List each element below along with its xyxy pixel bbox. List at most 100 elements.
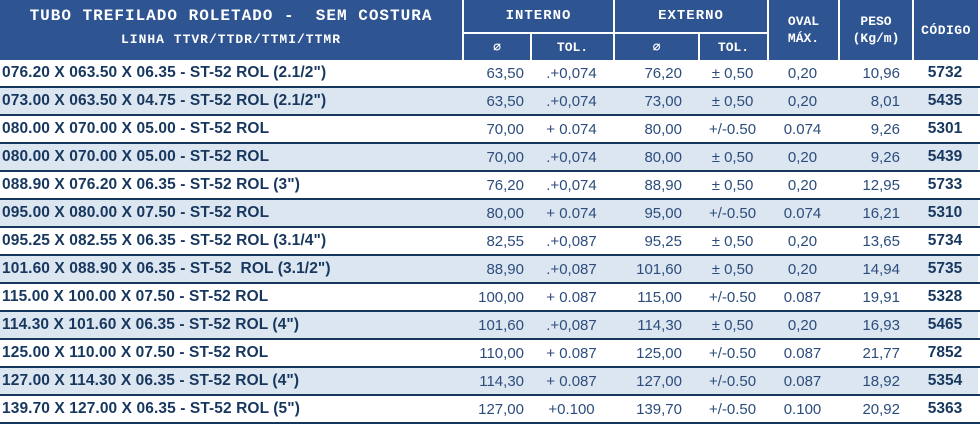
oval-max-value: 0.100: [783, 400, 822, 418]
oval-max-value: 0.087: [783, 288, 822, 306]
inner-tolerance-value: .+0,087: [546, 316, 597, 334]
inner-diameter-value: 82,55: [486, 232, 524, 250]
tube-description: 114.30 X 101.60 X 06.35 - ST-52 ROL (4"): [2, 316, 300, 333]
weight-value: 8,01: [870, 92, 900, 110]
outer-diameter-value: 101,60: [636, 260, 682, 278]
tube-description: 095.25 X 082.55 X 06.35 - ST-52 ROL (3.1…: [2, 232, 327, 249]
outer-tolerance-value: +/-0.50: [708, 400, 757, 418]
outer-diameter-value: 76,20: [644, 64, 682, 82]
table-row: 073.00 X 063.50 X 04.75 - ST-52 ROL (2.1…: [0, 88, 980, 116]
inner-diameter-value: 88,90: [486, 260, 524, 278]
inner-diameter-value: 101,60: [478, 316, 524, 334]
inner-tolerance-value: +0.100: [548, 400, 595, 418]
col-subheader-externo-diameter: ∅: [613, 32, 698, 60]
inner-tolerance-value: + 0.087: [546, 344, 597, 362]
outer-tolerance-value: ± 0,50: [711, 148, 754, 166]
table-row: 115.00 X 100.00 X 07.50 - ST-52 ROL 100,…: [0, 284, 980, 312]
tube-description: 080.00 X 070.00 X 05.00 - ST-52 ROL: [2, 148, 270, 165]
table-title: TUBO TREFILADO ROLETADO - SEM COSTURA: [29, 7, 433, 25]
tube-description: 088.90 X 076.20 X 06.35 - ST-52 ROL (3"): [2, 176, 300, 193]
outer-diameter-value: 95,00: [644, 204, 682, 222]
inner-tolerance-value: + 0.087: [546, 372, 597, 390]
weight-value: 9,26: [870, 120, 900, 138]
inner-tolerance-value: + 0.074: [546, 120, 597, 138]
weight-value: 13,65: [862, 232, 900, 250]
oval-max-value: 0,20: [787, 92, 818, 110]
outer-tolerance-value: +/-0.50: [708, 120, 757, 138]
oval-max-value: 0,20: [787, 316, 818, 334]
weight-value: 21,77: [862, 344, 900, 362]
col-header-oval-max: OVAL MÁX.: [767, 0, 838, 60]
inner-diameter-value: 70,00: [486, 148, 524, 166]
inner-tolerance-value: + 0.074: [546, 204, 597, 222]
table-row: 139.70 X 127.00 X 06.35 - ST-52 ROL (5")…: [0, 396, 980, 424]
table-row: 088.90 X 076.20 X 06.35 - ST-52 ROL (3")…: [0, 172, 980, 200]
table-row: 080.00 X 070.00 X 05.00 - ST-52 ROL 70,0…: [0, 144, 980, 172]
col-header-codigo: CÓDIGO: [912, 0, 980, 60]
outer-tolerance-value: +/-0.50: [708, 288, 757, 306]
table-row: 095.00 X 080.00 X 07.50 - ST-52 ROL 80,0…: [0, 200, 980, 228]
table-header: TUBO TREFILADO ROLETADO - SEM COSTURA LI…: [0, 0, 980, 60]
outer-diameter-value: 114,30: [637, 316, 682, 334]
product-code: 5301: [912, 116, 980, 142]
outer-tolerance-value: +/-0.50: [708, 344, 757, 362]
outer-tolerance-value: ± 0,50: [711, 64, 754, 82]
oval-max-value: 0.087: [783, 344, 822, 362]
inner-diameter-value: 114,30: [479, 372, 524, 390]
table-row: 076.20 X 063.50 X 06.35 - ST-52 ROL (2.1…: [0, 60, 980, 88]
col-header-externo: EXTERNO: [613, 0, 767, 32]
product-code: 5439: [912, 144, 980, 170]
oval-max-value: 0,20: [787, 64, 818, 82]
inner-tolerance-value: .+0,074: [546, 64, 597, 82]
table-row: 101.60 X 088.90 X 06.35 - ST-52 ROL (3.1…: [0, 256, 980, 284]
inner-diameter-value: 70,00: [486, 120, 524, 138]
inner-diameter-value: 100,00: [478, 288, 524, 306]
table-row: 127.00 X 114.30 X 06.35 - ST-52 ROL (4")…: [0, 368, 980, 396]
tube-description: 073.00 X 063.50 X 04.75 - ST-52 ROL (2.1…: [2, 92, 327, 109]
product-line-header: TUBO TREFILADO ROLETADO - SEM COSTURA LI…: [0, 0, 462, 60]
table-row: 095.25 X 082.55 X 06.35 - ST-52 ROL (3.1…: [0, 228, 980, 256]
outer-diameter-value: 139,70: [636, 400, 682, 418]
product-code: 7852: [912, 340, 980, 366]
tube-description: 139.70 X 127.00 X 06.35 - ST-52 ROL (5"): [2, 400, 300, 417]
outer-diameter-value: 125,00: [636, 344, 682, 362]
outer-tolerance-value: ± 0,50: [711, 92, 754, 110]
inner-diameter-value: 63,50: [486, 92, 524, 110]
oval-max-value: 0,20: [787, 176, 818, 194]
weight-value: 19,91: [862, 288, 900, 306]
weight-value: 14,94: [862, 260, 900, 278]
product-code: 5735: [912, 256, 980, 282]
oval-max-value: 0,20: [787, 232, 818, 250]
tube-description: 095.00 X 080.00 X 07.50 - ST-52 ROL: [2, 204, 270, 221]
product-code: 5363: [912, 396, 980, 422]
outer-diameter-value: 127,00: [636, 372, 682, 390]
weight-value: 18,92: [862, 372, 900, 390]
product-code: 5435: [912, 88, 980, 114]
product-code: 5733: [912, 172, 980, 198]
tube-description: 125.00 X 110.00 X 07.50 - ST-52 ROL: [2, 344, 269, 361]
oval-max-value: 0,20: [787, 148, 818, 166]
inner-tolerance-value: .+0,074: [546, 148, 597, 166]
weight-value: 10,96: [862, 64, 900, 82]
inner-tolerance-value: .+0,074: [546, 92, 597, 110]
outer-tolerance-value: ± 0,50: [711, 232, 754, 250]
inner-diameter-value: 80,00: [486, 204, 524, 222]
tube-description: 076.20 X 063.50 X 06.35 - ST-52 ROL (2.1…: [2, 64, 327, 81]
product-code: 5328: [912, 284, 980, 310]
inner-tolerance-value: .+0,087: [546, 232, 597, 250]
tube-description: 080.00 X 070.00 X 05.00 - ST-52 ROL: [2, 120, 270, 137]
product-code: 5734: [912, 228, 980, 254]
table-subtitle: LINHA TTVR/TTDR/TTMI/TTMR: [120, 32, 342, 47]
oval-label-line1: OVAL: [787, 14, 820, 29]
table-row: 080.00 X 070.00 X 05.00 - ST-52 ROL 70,0…: [0, 116, 980, 144]
oval-max-value: 0.087: [783, 372, 822, 390]
outer-diameter-value: 88,90: [644, 176, 682, 194]
outer-tolerance-value: ± 0,50: [711, 260, 754, 278]
outer-diameter-value: 115,00: [637, 288, 682, 306]
outer-diameter-value: 80,00: [644, 148, 682, 166]
outer-tolerance-value: +/-0.50: [708, 204, 757, 222]
inner-tolerance-value: .+0,074: [546, 176, 597, 194]
product-code: 5310: [912, 200, 980, 226]
col-header-peso: PESO (Kg/m): [838, 0, 912, 60]
